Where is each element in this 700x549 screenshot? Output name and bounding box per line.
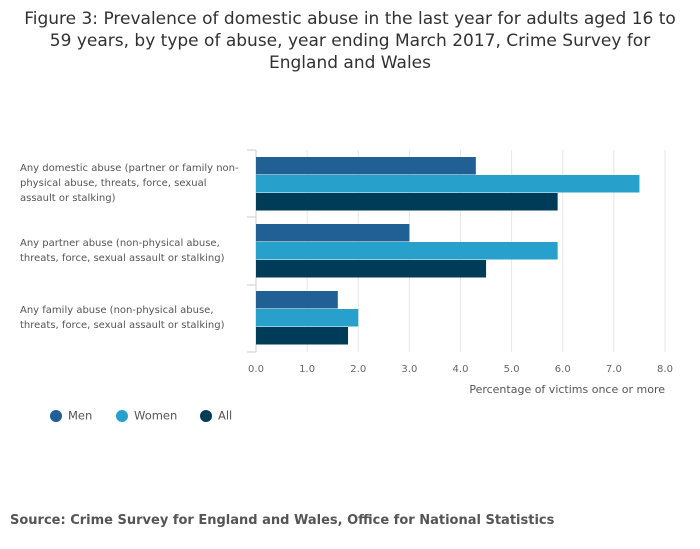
- category-label-family: Any family abuse (non-physical abuse, th…: [20, 305, 225, 331]
- x-tick-label: 4.0: [453, 364, 469, 375]
- legend-label-women: Women: [134, 408, 178, 423]
- legend-marker-all: [200, 409, 212, 422]
- source-note: Source: Crime Survey for England and Wal…: [10, 513, 555, 528]
- bar-all-2: [256, 260, 487, 278]
- x-tick-label: 8.0: [657, 364, 673, 375]
- legend-label-all: All: [218, 408, 233, 423]
- x-tick-label: 5.0: [504, 364, 520, 375]
- category-label-domestic: Any domestic abuse (partner or family no…: [20, 163, 239, 204]
- legend-item-men[interactable]: Men: [50, 408, 92, 423]
- bar-men-2: [256, 224, 410, 242]
- bar-all-3: [256, 327, 349, 345]
- legend-marker-women: [116, 409, 128, 422]
- category-label-partner: Any partner abuse (non-physical abuse, t…: [20, 238, 225, 264]
- x-axis-title: Percentage of victims once or more: [469, 383, 665, 396]
- bar-women-3: [256, 309, 359, 327]
- bar-women-1: [256, 175, 640, 193]
- bar-men-1: [256, 157, 476, 175]
- bar-men-3: [256, 291, 338, 309]
- legend-marker-men: [50, 409, 62, 422]
- x-tick-label: 6.0: [555, 364, 571, 375]
- legend-item-women[interactable]: Women: [116, 408, 177, 423]
- bar-women-2: [256, 242, 558, 260]
- x-tick-label: 1.0: [299, 364, 315, 375]
- chart-title: Figure 3: Prevalence of domestic abuse i…: [24, 9, 676, 73]
- legend-label-men: Men: [68, 408, 93, 423]
- x-tick-label: 7.0: [606, 364, 622, 375]
- legend-item-all[interactable]: All: [200, 408, 232, 423]
- x-tick-label: 2.0: [350, 364, 366, 375]
- bar-all-1: [256, 193, 558, 211]
- x-tick-label: 0.0: [248, 364, 264, 375]
- x-tick-label: 3.0: [401, 364, 417, 375]
